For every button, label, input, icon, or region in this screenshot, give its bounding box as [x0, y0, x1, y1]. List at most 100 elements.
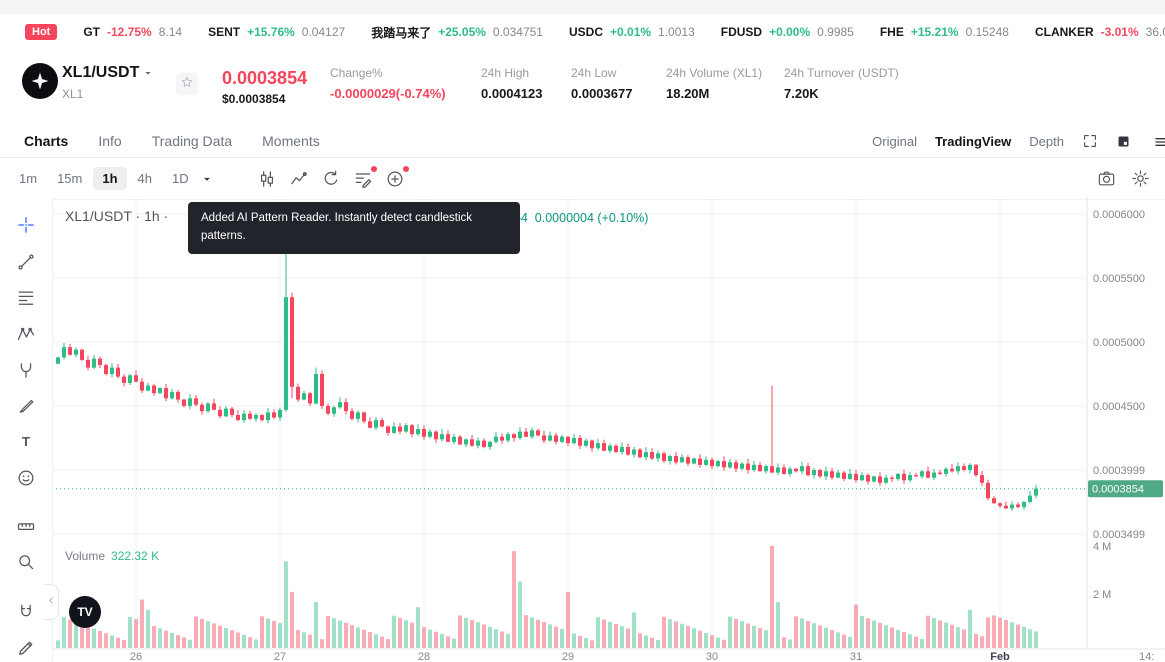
- refresh-icon[interactable]: [318, 166, 344, 192]
- ticker-change: +15.21%: [910, 25, 959, 39]
- current-price-chip: [1088, 480, 1163, 498]
- volume-label-text: Volume: [65, 549, 106, 563]
- ticker-item-我踏马来了[interactable]: 我踏马来了 +25.05% 0.034751: [371, 24, 543, 41]
- tab-info[interactable]: Info: [98, 133, 122, 149]
- time-axis-label: 30: [706, 651, 718, 662]
- tab-moments[interactable]: Moments: [262, 133, 320, 149]
- stat-24h-volume: 24h Volume (XL1) 18.20M: [666, 66, 762, 101]
- time-axis-label: Feb: [990, 651, 1010, 662]
- magnet-icon[interactable]: [15, 601, 37, 623]
- ticker-item-USDC[interactable]: USDC +0.01% 1.0013: [569, 25, 695, 39]
- drawing-toolbar: T: [0, 199, 53, 662]
- ticker-change: +0.00%: [769, 25, 811, 39]
- ticker-item-FHE[interactable]: FHE +15.21% 0.15248: [880, 25, 1009, 39]
- stat-value: 7.20K: [784, 86, 819, 101]
- ticker-change: +0.01%: [610, 25, 652, 39]
- price-axis-label: 0.0003999: [1093, 465, 1145, 477]
- expand-icon[interactable]: [1082, 133, 1098, 149]
- brush-icon[interactable]: [15, 395, 37, 417]
- stat-label: 24h High: [481, 66, 530, 80]
- ticker-price: 0.9985: [817, 25, 854, 39]
- chart-toolbar: 1m 15m 1h 4h 1D: [0, 158, 1165, 200]
- ticker-symbol: FHE: [879, 25, 904, 39]
- crosshair-icon[interactable]: [15, 214, 37, 236]
- timeframe-1h[interactable]: 1h: [93, 167, 127, 190]
- time-axis-label: 31: [850, 651, 862, 662]
- ticker-change: +15.76%: [247, 25, 295, 39]
- add-indicator-icon[interactable]: [382, 165, 409, 192]
- volume-value: 322.32 K: [111, 549, 160, 563]
- toggle-tradingview[interactable]: TradingView: [934, 133, 1012, 149]
- token-logo: [22, 63, 58, 99]
- section-tabs: Charts Info Trading Data Moments Origina…: [0, 125, 1165, 158]
- chart-legend: XL1/USDT · 1h ·: [65, 208, 169, 224]
- ticker-item-FDUSD[interactable]: FDUSD +0.00% 0.9985: [721, 25, 854, 39]
- ticker-symbol: GT: [83, 25, 100, 39]
- ticker-change: -3.01%: [1100, 25, 1139, 39]
- ticker-item-GT[interactable]: GT -12.75% 8.14: [83, 25, 182, 39]
- favorite-button[interactable]: [176, 73, 198, 95]
- time-axis-clock: 14:: [1139, 651, 1154, 662]
- emoji-icon[interactable]: [15, 467, 37, 489]
- settings-icon[interactable]: [1127, 166, 1153, 192]
- trendline-icon[interactable]: [15, 251, 37, 273]
- stat-label: 24h Low: [571, 66, 617, 80]
- pair-selector[interactable]: XL1/USDT: [62, 64, 154, 82]
- chevron-left-icon: [46, 593, 57, 611]
- volume-axis-label: 4 M: [1093, 541, 1111, 553]
- ticker-price: 0.04127: [301, 25, 346, 39]
- zoom-icon[interactable]: [15, 551, 37, 573]
- chart-tools: [254, 165, 409, 192]
- xabcd-pattern-icon[interactable]: [15, 323, 37, 345]
- hot-badge: Hot: [25, 24, 58, 40]
- chart-tools-right: [1093, 166, 1165, 192]
- ticker-symbol: CLANKER: [1034, 25, 1094, 39]
- timeframe-15m[interactable]: 15m: [57, 171, 83, 186]
- stat-change: Change% -0.0000029(-0.74%): [330, 66, 446, 101]
- ticker-item-CLANKER[interactable]: CLANKER -3.01% 36.069: [1035, 25, 1165, 39]
- layout-icon[interactable]: [1116, 134, 1131, 149]
- tab-charts[interactable]: Charts: [24, 133, 69, 149]
- indicator-icon[interactable]: [286, 166, 312, 192]
- ruler-icon[interactable]: [15, 515, 37, 537]
- stat-value: 0.0004123: [481, 86, 543, 101]
- price-axis-label: 0.0004500: [1093, 401, 1145, 413]
- toggle-original[interactable]: Original: [872, 133, 917, 149]
- menu-icon[interactable]: [1154, 134, 1165, 155]
- time-axis-label: 26: [130, 651, 142, 662]
- ticker-change: +25.05%: [438, 25, 486, 39]
- toggle-depth[interactable]: Depth: [1029, 133, 1064, 149]
- ticker-list: GT -12.75% 8.14 SENT +15.76% 0.04127 我踏马来了 +25.…: [83, 24, 1165, 41]
- fib-retracement-icon[interactable]: [15, 287, 37, 309]
- ticker-symbol: 我踏马来了: [371, 25, 432, 40]
- timeframe-1D[interactable]: 1D: [172, 171, 189, 186]
- stat-24h-turnover: 24h Turnover (USDT) 7.20K: [784, 66, 899, 101]
- tab-trading-data[interactable]: Trading Data: [151, 133, 233, 149]
- eraser-icon[interactable]: [15, 637, 37, 659]
- time-axis-label: 29: [562, 651, 574, 662]
- time-axis-label: 27: [274, 651, 286, 662]
- timeframe-more-button[interactable]: [200, 172, 214, 186]
- chevron-down-icon: [142, 67, 154, 79]
- pane-collapse-handle[interactable]: [45, 584, 59, 620]
- timeframe-4h[interactable]: 4h: [137, 171, 152, 186]
- ai-pattern-icon[interactable]: [350, 165, 377, 192]
- pair-base-name: XL1: [62, 87, 84, 101]
- ticker-symbol: SENT: [208, 25, 241, 39]
- chart-view-toggles: Original TradingView Depth: [872, 125, 1131, 157]
- stat-label: 24h Volume (XL1): [666, 66, 763, 80]
- text-icon[interactable]: T: [15, 431, 37, 453]
- camera-icon[interactable]: [1093, 166, 1119, 192]
- top-strip: [0, 0, 1165, 14]
- pitchfork-icon[interactable]: [15, 359, 37, 381]
- stat-label: 24h Turnover (USDT): [784, 66, 899, 80]
- ticker-item-SENT[interactable]: SENT +15.76% 0.04127: [208, 25, 345, 39]
- timeframe-1m[interactable]: 1m: [19, 171, 38, 186]
- price-axis-label: 0.0005000: [1093, 337, 1145, 349]
- candles-icon[interactable]: [254, 166, 280, 192]
- tradingview-logo[interactable]: TV: [69, 596, 101, 628]
- ticker-symbol: USDC: [568, 25, 603, 39]
- last-price: 0.0003854: [222, 68, 308, 88]
